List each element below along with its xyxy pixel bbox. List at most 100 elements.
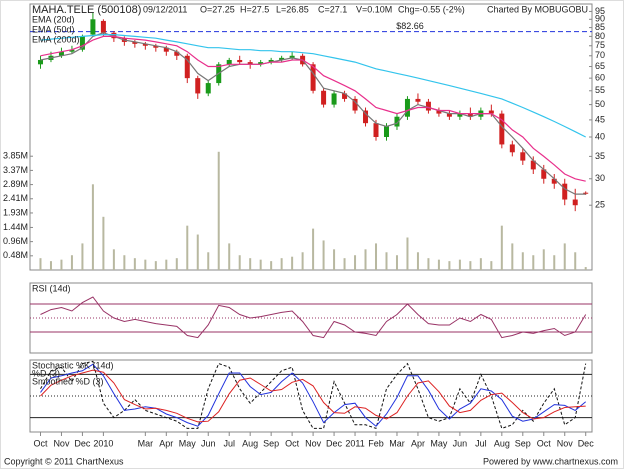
x-tick-label: Apr <box>159 438 173 448</box>
candle-body <box>436 110 442 114</box>
chart-title: MAHA.TELE (500108) <box>32 4 141 16</box>
x-tick-label: Jun <box>453 438 468 448</box>
y-tick-label: 45 <box>595 114 605 124</box>
volume-bar <box>479 258 482 270</box>
candle-body <box>321 90 327 105</box>
volume-bar <box>270 261 273 270</box>
volume-bar <box>228 243 231 270</box>
candle-body <box>394 116 400 127</box>
x-tick-label: Aug <box>494 438 510 448</box>
volume-bar <box>333 249 336 270</box>
y-tick-label: 80 <box>595 31 605 41</box>
candle-body <box>289 55 295 58</box>
volume-bar <box>354 255 357 270</box>
x-tick-label: Sep <box>515 438 531 448</box>
candle-body <box>541 169 547 179</box>
volume-bar <box>322 240 325 270</box>
quote-info: V=0.10M <box>356 4 392 14</box>
volume-tick-label: 2.89M <box>3 179 28 189</box>
candle-body <box>258 62 264 65</box>
volume-bar <box>458 259 461 270</box>
candle-body <box>279 57 285 60</box>
candle-body <box>415 98 421 102</box>
candle-body <box>237 59 243 63</box>
candle-body <box>457 113 463 117</box>
legend-entry: Smoothed %D (3) <box>32 376 104 386</box>
x-tick-label: Dec <box>326 438 343 448</box>
candle-body <box>530 160 536 170</box>
y-tick-label: 95 <box>595 6 605 16</box>
series-line <box>40 296 587 339</box>
volume-bar <box>133 258 136 270</box>
x-tick-label: Oct <box>537 438 552 448</box>
candle-body <box>100 20 106 33</box>
footer-left: Copyright © 2011 ChartNexus <box>4 456 124 466</box>
y-tick-label: 25 <box>595 200 605 210</box>
volume-bar <box>490 261 493 270</box>
candle-body <box>572 199 578 206</box>
volume-bar <box>437 259 440 270</box>
candle-body <box>562 183 568 200</box>
x-tick-label: Dec <box>74 438 91 448</box>
volume-tick-label: 0.96M <box>3 236 28 246</box>
candle-body <box>153 45 159 48</box>
candle-body <box>58 51 64 56</box>
y-tick-label: 70 <box>595 50 605 60</box>
candle-body <box>467 113 473 117</box>
volume-bar <box>301 252 304 270</box>
x-tick-label: May <box>179 438 197 448</box>
candle-body <box>184 55 190 79</box>
volume-bar <box>291 256 294 270</box>
volume-bar <box>395 255 398 270</box>
y-tick-label: 30 <box>595 173 605 183</box>
quote-info: H=27.5 <box>240 4 269 14</box>
x-tick-label: Apr <box>411 438 425 448</box>
volume-tick-label: 0.48M <box>3 250 28 260</box>
volume-bar <box>532 255 535 270</box>
volume-bar <box>563 243 566 270</box>
candle-body <box>205 83 211 94</box>
series-line <box>40 35 586 182</box>
volume-tick-label: 3.37M <box>3 165 28 175</box>
volume-bar <box>521 252 524 270</box>
legend-entry: Stochastic %K (14d) <box>32 360 114 370</box>
volume-bar <box>217 151 220 270</box>
volume-bar <box>60 259 63 270</box>
volume-bar <box>343 258 346 270</box>
candle-body <box>132 41 138 44</box>
volume-bar <box>312 228 315 270</box>
candle-body <box>142 43 148 46</box>
y-tick-label: 75 <box>595 40 605 50</box>
volume-tick-label: 1.44M <box>3 222 28 232</box>
legend-entry: EMA (20d) <box>32 14 75 24</box>
y-tick-label: 85 <box>595 22 605 32</box>
x-tick-label: 2011 <box>345 438 364 448</box>
quote-info: L=26.85 <box>276 4 309 14</box>
quote-info: 09/12/2011 <box>143 4 187 14</box>
volume-tick-label: 1.93M <box>3 207 28 217</box>
candle-body <box>226 59 232 65</box>
volume-bar <box>196 234 199 270</box>
legend-entry: EMA (200d) <box>32 34 80 44</box>
volume-bar <box>427 258 430 270</box>
volume-bar <box>207 252 210 270</box>
candle-body <box>583 192 589 194</box>
volume-bar <box>500 225 503 270</box>
candle-body <box>509 144 515 153</box>
annotation-label: $82.66 <box>396 21 424 31</box>
volume-bar <box>112 249 115 270</box>
candle-body <box>520 152 526 161</box>
volume-bar <box>416 252 419 270</box>
candle-body <box>163 47 169 52</box>
volume-bar <box>175 258 178 270</box>
y-tick-label: 35 <box>595 151 605 161</box>
volume-bar <box>511 243 514 270</box>
volume-bar <box>259 259 262 270</box>
quote-info: C=27.1 <box>318 4 347 14</box>
candle-body <box>268 59 274 63</box>
volume-bar <box>186 225 189 270</box>
candle-body <box>373 123 379 137</box>
candle-body <box>331 93 337 105</box>
candle-body <box>247 62 253 65</box>
legend-entry: %D (3) <box>32 368 60 378</box>
